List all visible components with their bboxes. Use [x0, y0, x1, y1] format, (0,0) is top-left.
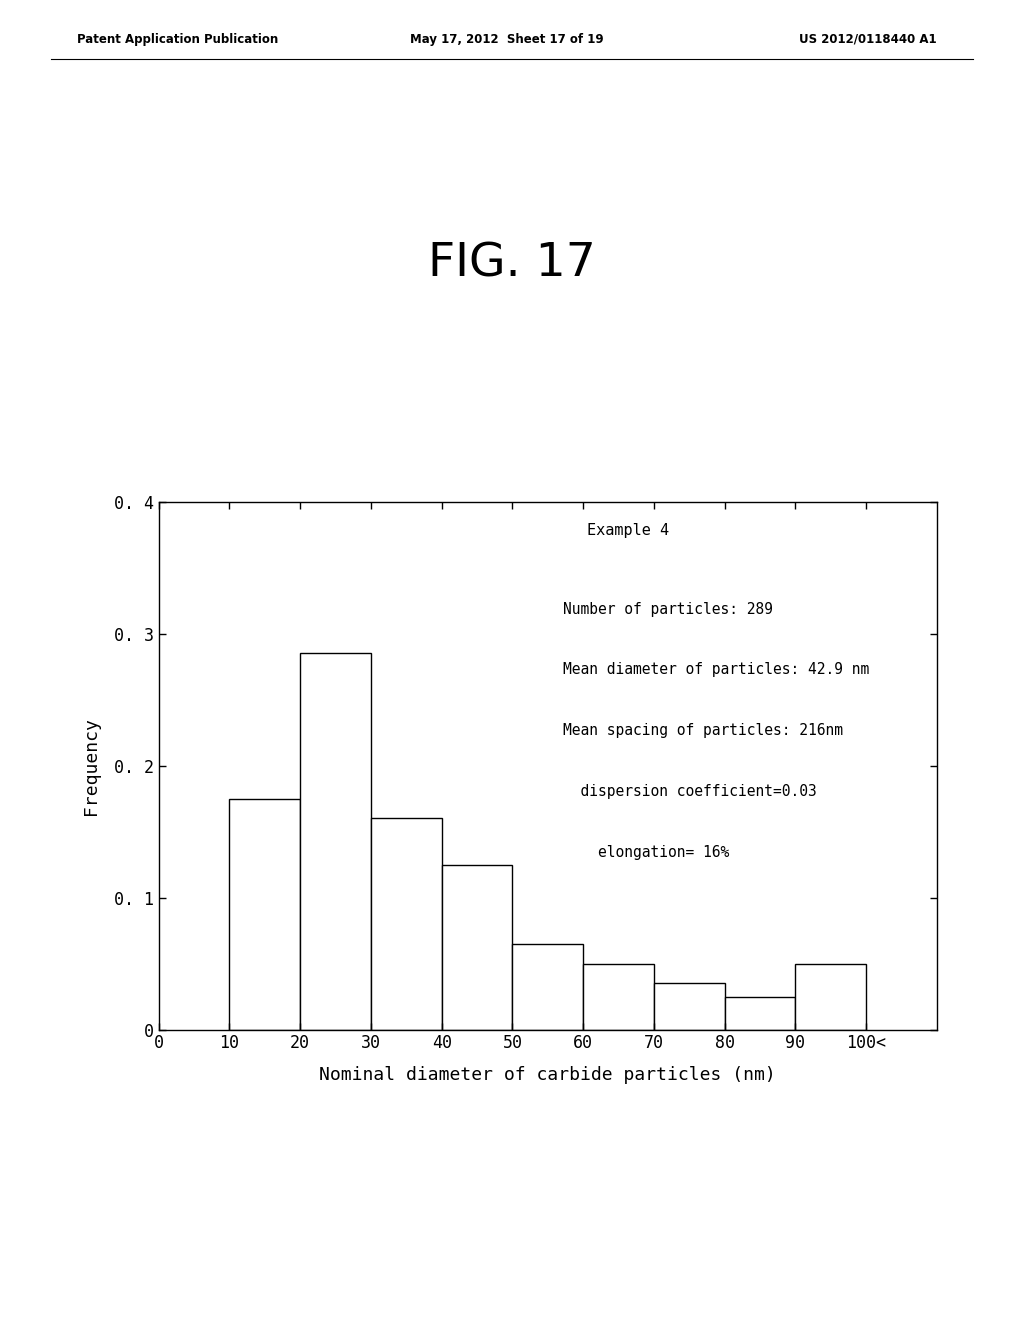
Text: Patent Application Publication: Patent Application Publication [77, 33, 279, 46]
Bar [300, 653, 371, 1030]
Text: US 2012/0118440 A1: US 2012/0118440 A1 [799, 33, 936, 46]
Bar [229, 799, 300, 1030]
Text: Mean spacing of particles: 216nm: Mean spacing of particles: 216nm [563, 723, 844, 738]
Text: Mean diameter of particles: 42.9 nm: Mean diameter of particles: 42.9 nm [563, 663, 869, 677]
Text: FIG. 17: FIG. 17 [428, 242, 596, 286]
Y-axis label: Frequency: Frequency [82, 717, 100, 814]
Bar [512, 944, 584, 1030]
Bar [371, 818, 441, 1030]
X-axis label: Nominal diameter of carbide particles (nm): Nominal diameter of carbide particles (n… [319, 1067, 776, 1084]
Bar [584, 964, 654, 1030]
Text: elongation= 16%: elongation= 16% [563, 845, 730, 859]
Text: May 17, 2012  Sheet 17 of 19: May 17, 2012 Sheet 17 of 19 [410, 33, 603, 46]
Bar [441, 865, 512, 1030]
Bar [654, 983, 725, 1030]
Bar [796, 964, 866, 1030]
Bar [725, 997, 796, 1030]
Text: Example 4: Example 4 [587, 523, 669, 537]
Text: Number of particles: 289: Number of particles: 289 [563, 602, 773, 616]
Text: dispersion coefficient=0.03: dispersion coefficient=0.03 [563, 784, 817, 799]
